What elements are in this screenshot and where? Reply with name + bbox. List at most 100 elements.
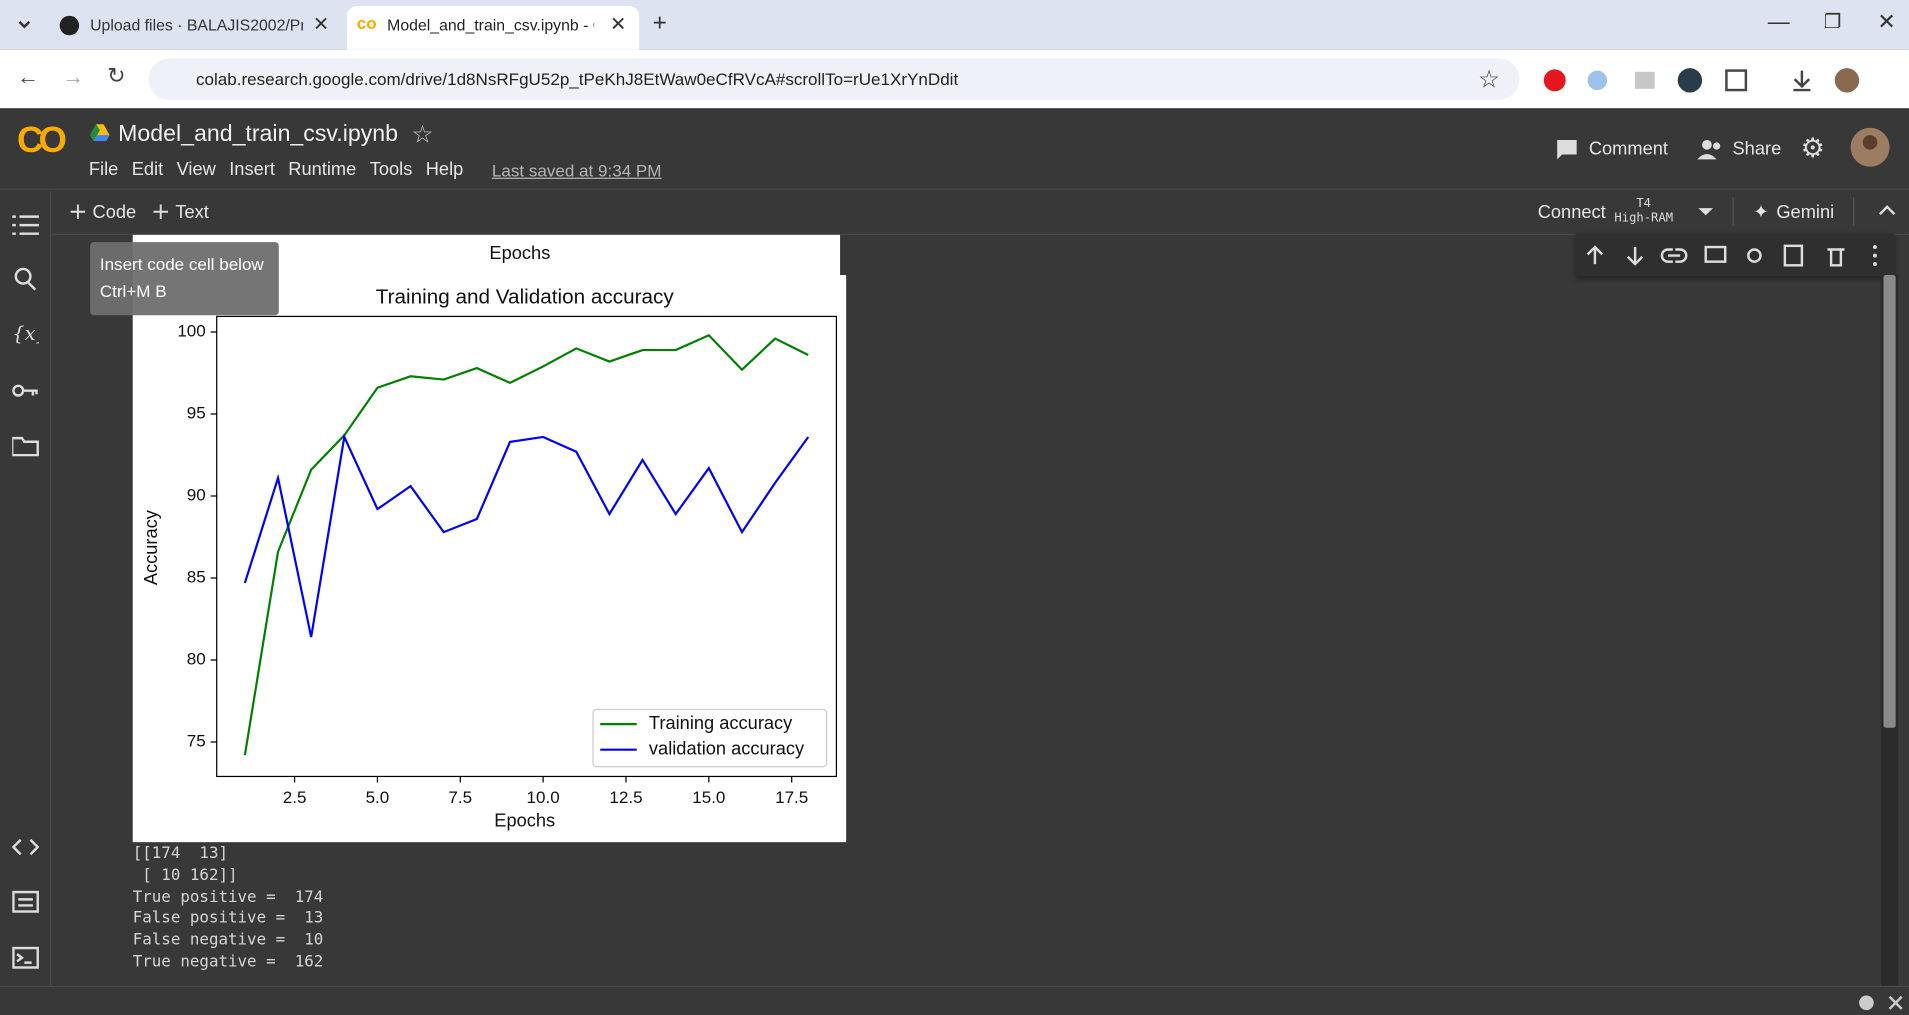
gemini-icon: ✦ bbox=[1753, 202, 1769, 223]
menu-item[interactable]: Insert bbox=[229, 159, 275, 181]
tab-close[interactable]: ✕ bbox=[312, 14, 330, 36]
plot-frame bbox=[216, 315, 838, 778]
legend-label: validation accuracy bbox=[649, 738, 805, 759]
divider bbox=[1732, 197, 1734, 227]
colab-logo[interactable]: CO bbox=[17, 120, 67, 161]
menu-item[interactable]: Edit bbox=[131, 159, 164, 181]
tab-close[interactable]: ✕ bbox=[609, 14, 627, 36]
sidebar: {x} bbox=[0, 191, 52, 986]
drive-icon bbox=[90, 124, 110, 142]
settings-button[interactable]: ⚙ bbox=[1800, 132, 1825, 164]
menu-bar: File Edit View Insert Runtime Tools Help bbox=[89, 159, 463, 183]
menu-item[interactable]: Tools bbox=[369, 159, 413, 181]
plus-icon bbox=[153, 204, 169, 220]
active-tab[interactable]: co Model_and_train_csv.ipynb - Co ✕ bbox=[346, 6, 640, 50]
output-line: [ 10 162]] bbox=[132, 866, 238, 885]
y-axis-label: Accuracy bbox=[140, 509, 161, 585]
tooltip: Insert code cell below Ctrl+M B bbox=[90, 242, 279, 316]
status-bar bbox=[0, 985, 1909, 1015]
add-text-button[interactable]: Text bbox=[175, 202, 209, 223]
y-tick-label: 75 bbox=[187, 732, 206, 751]
avatar[interactable] bbox=[1850, 127, 1890, 167]
tab-title: Model_and_train_csv.ipynb - Co bbox=[387, 15, 595, 35]
add-code-button[interactable]: Code bbox=[92, 202, 137, 223]
data-line bbox=[243, 433, 810, 638]
cell-output: [[174 13] [ 10 162]] True positive = 174 F… bbox=[133, 843, 863, 973]
data-line bbox=[243, 333, 809, 756]
x-axis-label: Epochs bbox=[494, 809, 555, 830]
back-button[interactable]: ← bbox=[17, 64, 39, 89]
reload-button[interactable]: ↻ bbox=[107, 63, 126, 88]
x-axis-label: Epochs bbox=[489, 243, 551, 265]
y-tick-label: 95 bbox=[187, 404, 206, 423]
menu-item[interactable]: Help bbox=[425, 159, 464, 181]
collapse-button[interactable] bbox=[1878, 204, 1896, 216]
x-tick-label: 15.0 bbox=[692, 788, 725, 807]
extension-icons bbox=[1543, 68, 1860, 93]
star-button[interactable]: ☆ bbox=[411, 121, 434, 149]
tooltip-shortcut: Ctrl+M B bbox=[99, 281, 167, 301]
x-tick-label: 7.5 bbox=[448, 788, 472, 807]
y-tick-label: 80 bbox=[187, 650, 206, 669]
gemini-button[interactable]: Gemini bbox=[1776, 202, 1835, 223]
divider bbox=[1853, 197, 1855, 227]
chart-title: Training and Validation accuracy bbox=[376, 286, 675, 309]
cell-toolbar bbox=[1575, 233, 1895, 277]
runtime-ram: High-RAM bbox=[1614, 211, 1674, 226]
x-tick-label: 5.0 bbox=[366, 788, 390, 807]
github-icon bbox=[59, 15, 80, 36]
forward-button[interactable]: → bbox=[62, 64, 85, 89]
comment-button[interactable]: Comment bbox=[1588, 138, 1669, 160]
notebook-toolbar: Code Text Connect T4 High-RAM ✦ Gemini bbox=[0, 189, 1909, 235]
bookmark-star[interactable]: ☆ bbox=[1478, 66, 1500, 94]
scrollbar-track bbox=[1881, 275, 1899, 986]
share-icon bbox=[1697, 139, 1721, 160]
comment-icon bbox=[1557, 139, 1577, 160]
x-tick-label: 17.5 bbox=[775, 788, 808, 807]
sidebar-bottom-icons[interactable] bbox=[12, 836, 39, 970]
sidebar-icons[interactable]: {x} bbox=[12, 213, 39, 457]
scrollbar-thumb[interactable] bbox=[1883, 275, 1896, 728]
x-tick-label: 2.5 bbox=[283, 788, 307, 807]
url-field[interactable]: colab.research.google.com/drive/1d8NsRFg… bbox=[148, 58, 1520, 100]
tab-bar: Upload files · BALAJIS2002/Proj ✕ co Mod… bbox=[0, 0, 1909, 50]
connect-button[interactable]: Connect bbox=[1537, 202, 1606, 223]
x-tick-label: 10.0 bbox=[527, 788, 560, 807]
legend-label: Training accuracy bbox=[649, 712, 793, 733]
tab-title: Upload files · BALAJIS2002/Proj bbox=[90, 15, 304, 35]
connect-dropdown[interactable] bbox=[1697, 206, 1714, 218]
x-tick-label: 12.5 bbox=[609, 788, 642, 807]
colab-icon: co bbox=[356, 13, 377, 33]
tab-search-icon[interactable] bbox=[12, 12, 36, 36]
menu-item[interactable]: File bbox=[88, 159, 119, 181]
close-window[interactable]: ✕ bbox=[1877, 9, 1896, 35]
url: colab.research.google.com/drive/1d8NsRFg… bbox=[196, 69, 959, 89]
output-line: False positive = 13 bbox=[132, 909, 324, 928]
output-line: [[174 13] bbox=[132, 844, 229, 863]
new-tab[interactable]: + bbox=[652, 9, 667, 37]
legend-box bbox=[592, 708, 828, 768]
cell-toolbar-icons[interactable] bbox=[1585, 243, 1889, 267]
y-tick-label: 100 bbox=[177, 322, 205, 341]
y-tick-label: 90 bbox=[187, 486, 206, 505]
tab[interactable]: Upload files · BALAJIS2002/Proj ✕ bbox=[46, 6, 341, 44]
runtime-type: T4 bbox=[1636, 197, 1651, 211]
menu-item[interactable]: Runtime bbox=[288, 159, 357, 181]
address-bar: ← → ↻ colab.research.google.com/drive/1d… bbox=[0, 49, 1909, 109]
plus-icon bbox=[70, 204, 86, 220]
menu-item[interactable]: View bbox=[176, 159, 216, 181]
output-line: True negative = 162 bbox=[132, 952, 324, 972]
colab-header: CO Model_and_train_csv.ipynb ☆ File Edit V… bbox=[0, 108, 1909, 190]
y-tick-label: 85 bbox=[187, 568, 206, 587]
share-button[interactable]: Share bbox=[1732, 138, 1782, 160]
notebook-title[interactable]: Model_and_train_csv.ipynb bbox=[118, 121, 399, 148]
output-line: False negative = 10 bbox=[132, 931, 324, 950]
tooltip-text: Insert code cell below bbox=[99, 254, 264, 274]
svg-text:{x}: {x} bbox=[12, 322, 39, 345]
output-line: True positive = 174 bbox=[132, 887, 324, 907]
restore[interactable]: ❐ bbox=[1823, 12, 1842, 33]
last-saved[interactable]: Last saved at 9:34 PM bbox=[491, 160, 662, 181]
minimize[interactable]: — bbox=[1767, 9, 1790, 35]
status-icons bbox=[1859, 995, 1903, 1011]
